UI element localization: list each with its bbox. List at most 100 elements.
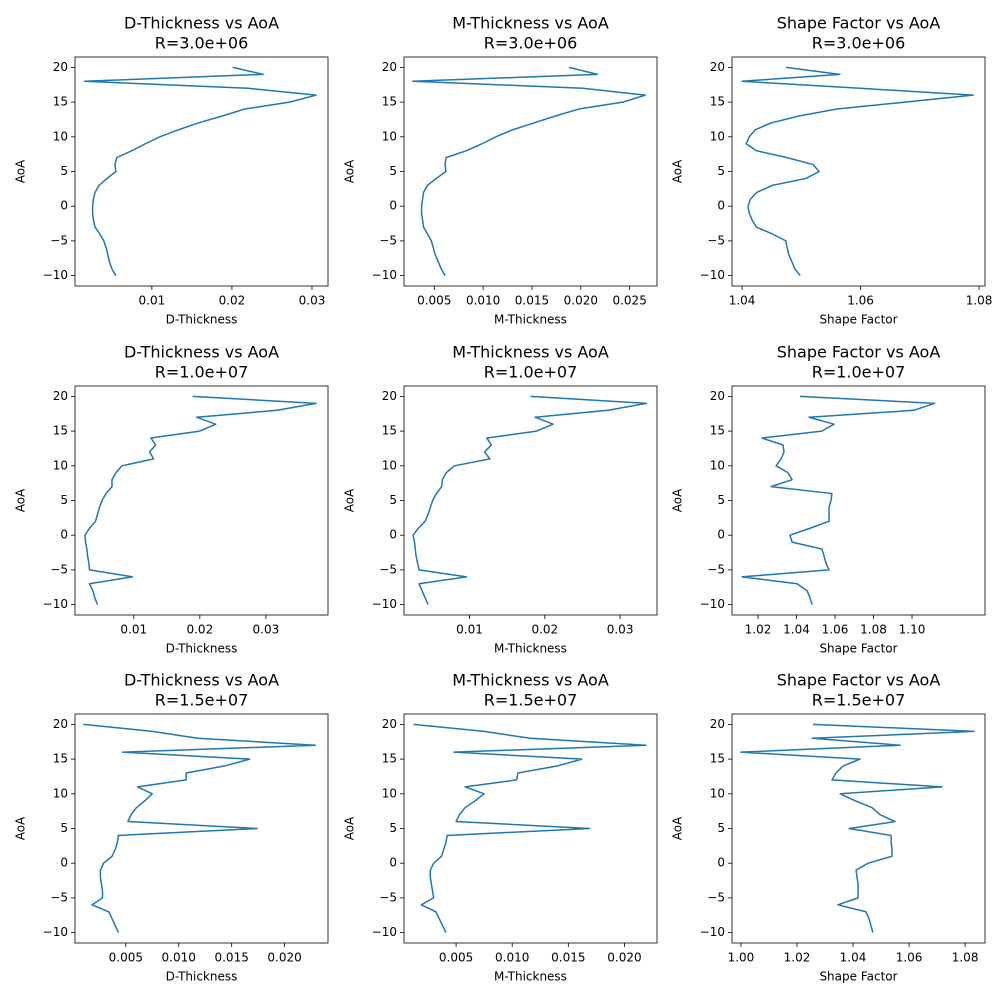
y-tick-label: 5	[389, 493, 397, 507]
y-tick-label: 20	[710, 60, 725, 74]
subplot-subtitle: R=1.5e+07	[484, 691, 578, 710]
x-tick-label: 1.08	[860, 623, 887, 637]
x-axis-label: Shape Factor	[819, 313, 897, 327]
y-axis-label: AoA	[671, 816, 685, 840]
data-line	[83, 723, 317, 933]
y-tick-label: 10	[382, 129, 397, 143]
plot-frame	[74, 713, 329, 944]
y-axis-label: AoA	[14, 159, 28, 183]
subplot-title: Shape Factor vs AoA	[777, 671, 941, 690]
y-tick-label: −10	[372, 925, 397, 939]
plot-frame	[74, 56, 329, 287]
subplot-title: Shape Factor vs AoA	[777, 14, 941, 33]
x-tick-label: 1.06	[896, 951, 923, 965]
y-tick-label: 20	[53, 60, 68, 74]
data-line	[740, 723, 975, 933]
y-axis-label: AoA	[343, 159, 357, 183]
x-axis-label: D-Thickness	[166, 313, 238, 327]
x-tick-label: 1.04	[783, 623, 810, 637]
x-axis-label: Shape Factor	[819, 642, 897, 656]
y-tick-label: −10	[43, 268, 68, 282]
y-tick-label: 5	[389, 821, 397, 835]
y-tick-label: 10	[53, 786, 68, 800]
plot-frame	[403, 385, 658, 616]
y-tick-label: 5	[717, 164, 725, 178]
plot-frame	[403, 56, 658, 287]
y-tick-label: −5	[707, 562, 725, 576]
x-axis-label: D-Thickness	[166, 642, 238, 656]
y-tick-label: 15	[53, 752, 68, 766]
x-tick-label: 0.010	[162, 951, 196, 965]
x-tick-label: 0.010	[466, 294, 500, 308]
y-tick-label: 15	[710, 424, 725, 438]
y-tick-label: −5	[379, 890, 397, 904]
y-tick-label: 10	[710, 786, 725, 800]
data-line	[412, 395, 648, 605]
y-tick-label: −5	[50, 562, 68, 576]
y-tick-label: 5	[60, 821, 68, 835]
subplot-title: D-Thickness vs AoA	[124, 14, 279, 33]
y-tick-label: −5	[50, 890, 68, 904]
y-tick-label: 0	[717, 199, 725, 213]
y-tick-label: 0	[389, 856, 397, 870]
y-tick-label: 0	[60, 856, 68, 870]
x-tick-label: 1.08	[952, 951, 979, 965]
data-line	[84, 395, 317, 605]
plot-frame	[74, 385, 329, 616]
x-tick-label: 1.00	[728, 951, 755, 965]
x-tick-label: 0.01	[120, 623, 147, 637]
y-tick-label: 20	[710, 717, 725, 731]
plot-frame	[731, 385, 986, 616]
y-tick-label: 5	[60, 493, 68, 507]
x-tick-label: 1.02	[784, 951, 811, 965]
y-tick-label: −5	[379, 233, 397, 247]
x-tick-label: 0.02	[219, 294, 246, 308]
x-tick-label: 1.10	[899, 623, 926, 637]
x-tick-label: 0.03	[299, 294, 326, 308]
y-tick-label: 15	[710, 95, 725, 109]
y-tick-label: 20	[382, 60, 397, 74]
x-axis-label: M-Thickness	[494, 313, 567, 327]
subplot-title: Shape Factor vs AoA	[777, 343, 941, 362]
y-tick-label: 15	[382, 424, 397, 438]
subplot-subtitle: R=1.0e+07	[484, 363, 578, 382]
y-tick-label: −10	[43, 597, 68, 611]
subplot-title: M-Thickness vs AoA	[452, 343, 609, 362]
y-tick-label: 15	[382, 95, 397, 109]
y-tick-label: 20	[382, 717, 397, 731]
y-tick-label: 15	[382, 752, 397, 766]
x-tick-label: 0.03	[253, 623, 280, 637]
y-axis-label: AoA	[343, 488, 357, 512]
x-tick-label: 0.020	[564, 294, 598, 308]
subplot-subtitle: R=1.0e+07	[155, 363, 249, 382]
y-tick-label: 20	[710, 389, 725, 403]
x-axis-label: M-Thickness	[494, 970, 567, 984]
subplot-subtitle: R=1.5e+07	[155, 691, 249, 710]
y-tick-label: 5	[60, 164, 68, 178]
plot-frame	[731, 56, 986, 287]
y-tick-label: 10	[382, 458, 397, 472]
y-tick-label: 0	[717, 528, 725, 542]
y-tick-label: 5	[717, 821, 725, 835]
y-tick-label: 0	[60, 199, 68, 213]
x-tick-label: 0.015	[515, 294, 549, 308]
y-axis-label: AoA	[14, 488, 28, 512]
subplot-subtitle: R=3.0e+06	[812, 34, 906, 53]
data-line	[413, 723, 647, 933]
y-tick-label: 5	[389, 164, 397, 178]
subplot-subtitle: R=1.5e+07	[812, 691, 906, 710]
y-tick-label: 0	[60, 528, 68, 542]
subplot-title: M-Thickness vs AoA	[452, 14, 609, 33]
y-tick-label: 0	[389, 528, 397, 542]
subplot-title: D-Thickness vs AoA	[124, 343, 279, 362]
y-tick-label: 0	[717, 856, 725, 870]
subplot-title: M-Thickness vs AoA	[452, 671, 609, 690]
